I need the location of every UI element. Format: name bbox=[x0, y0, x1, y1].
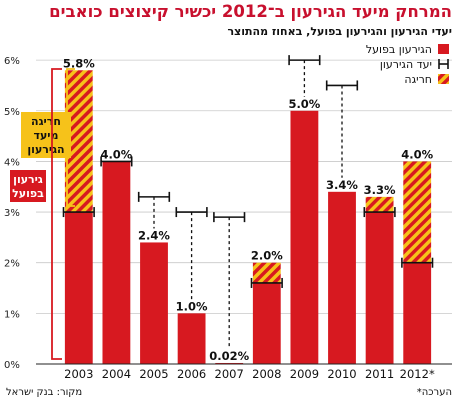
data-label: 2.0% bbox=[251, 249, 283, 263]
x-tick-label: 2012* bbox=[400, 367, 435, 381]
legend-swatch-deviation bbox=[438, 74, 449, 84]
target-marker bbox=[100, 156, 133, 167]
y-tick-label: 6% bbox=[4, 56, 20, 67]
x-tick-label: 2003 bbox=[64, 367, 93, 381]
y-tick-label: 5% bbox=[4, 107, 20, 118]
callout-actual-line-1: גירעון bbox=[13, 173, 43, 186]
x-tick-label: 2011 bbox=[365, 367, 394, 381]
x-tick-label: 2010 bbox=[327, 367, 356, 381]
data-label: 3.4% bbox=[326, 178, 358, 192]
bar-deviation bbox=[365, 196, 394, 213]
callout-deviation: חריגה מיעד הגירעון bbox=[21, 112, 71, 158]
data-label: 5.0% bbox=[288, 97, 320, 111]
legend: הגירעון בפועל יעד הגירעון חריגה bbox=[366, 43, 449, 86]
bar-actual bbox=[252, 282, 281, 364]
bar-actual bbox=[328, 191, 356, 364]
data-label: 2.4% bbox=[138, 228, 170, 242]
callout-deviation-line-3: הגירעון bbox=[27, 143, 64, 156]
y-tick-label: 1% bbox=[4, 309, 20, 320]
bar-actual bbox=[403, 262, 432, 364]
data-label: 0.02% bbox=[209, 349, 249, 363]
data-label: 3.3% bbox=[364, 183, 396, 197]
x-tick-label: 2006 bbox=[177, 367, 206, 381]
y-tick-label: 3% bbox=[4, 208, 20, 219]
data-label: 5.8% bbox=[63, 56, 95, 70]
bar-actual bbox=[102, 161, 131, 364]
x-tick-label: 2008 bbox=[252, 367, 281, 381]
target-marker bbox=[363, 207, 396, 218]
callout-deviation-line-1: חריגה bbox=[31, 115, 61, 128]
legend-label-target: יעד הגירעון bbox=[380, 58, 432, 71]
x-tick-label: 2004 bbox=[102, 367, 131, 381]
legend-label-actual: הגירעון בפועל bbox=[366, 43, 432, 56]
chart-title: המרחק מיעד הגירעון ב־2012 יכשיר קיצוצים … bbox=[49, 2, 452, 21]
data-label: 1.0% bbox=[176, 299, 208, 313]
bar-actual bbox=[64, 212, 93, 364]
bar-deviation bbox=[403, 161, 432, 263]
data-label: 4.0% bbox=[100, 147, 132, 161]
chart-subtitle: יעדי הגירעון והגירעון בפועל, באחוז מהתוצ… bbox=[227, 25, 452, 38]
y-tick-label: 4% bbox=[4, 157, 20, 168]
data-label: 4.0% bbox=[401, 147, 433, 161]
estimate-note: *הערכה bbox=[416, 387, 452, 398]
source-note: מקור: בנק ישראל bbox=[6, 387, 83, 398]
y-tick-label: 2% bbox=[4, 259, 20, 270]
bar-deviation bbox=[252, 262, 281, 283]
callout-brackets bbox=[51, 68, 75, 360]
bar-actual bbox=[365, 212, 394, 364]
legend-swatch-actual bbox=[438, 44, 449, 54]
callout-actual: גירעון בפועל bbox=[10, 170, 46, 202]
x-tick-label: 2007 bbox=[215, 367, 244, 381]
y-tick-label: 0% bbox=[4, 360, 20, 371]
target-marker bbox=[62, 207, 95, 218]
bar-actual bbox=[177, 313, 206, 364]
legend-swatch-target bbox=[438, 59, 449, 69]
legend-label-deviation: חריגה bbox=[404, 73, 432, 86]
callout-actual-line-2: בפועל bbox=[12, 187, 44, 200]
target-marker bbox=[250, 277, 283, 288]
bar-actual bbox=[290, 110, 319, 364]
target-marker bbox=[401, 257, 434, 268]
x-tick-label: 2005 bbox=[139, 367, 168, 381]
bar-actual bbox=[140, 242, 168, 364]
x-tick-label: 2009 bbox=[290, 367, 319, 381]
callout-deviation-line-2: מיעד bbox=[34, 129, 59, 142]
